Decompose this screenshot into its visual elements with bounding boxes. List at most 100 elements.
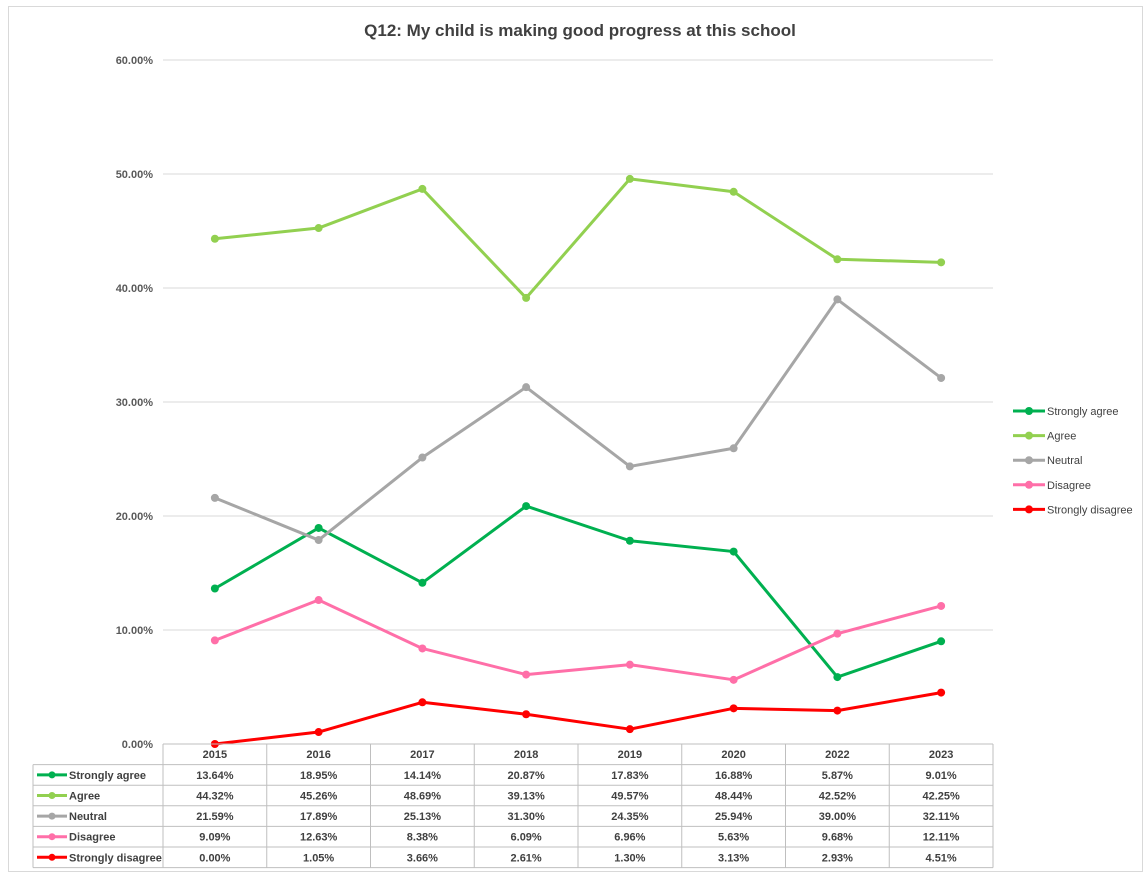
data-label: 1.30%	[614, 852, 645, 864]
data-label: 1.05%	[303, 852, 334, 864]
x-tick-label: 2016	[306, 749, 330, 761]
x-tick-label: 2015	[203, 749, 227, 761]
legend-marker-strongly-disagree	[1025, 505, 1033, 514]
series-line-strongly-disagree	[213, 691, 943, 746]
data-point-neutral	[937, 373, 946, 382]
data-label: 5.87%	[822, 770, 853, 782]
data-point-strongly-agree	[314, 523, 323, 532]
series-line-neutral	[213, 297, 943, 542]
x-tick-label: 2017	[410, 749, 434, 761]
x-tick-label: 2019	[618, 749, 642, 761]
y-tick-label: 10.00%	[116, 625, 154, 637]
legend-marker-agree	[1025, 431, 1033, 440]
data-point-strongly-disagree	[522, 710, 531, 719]
data-label: 17.83%	[611, 770, 649, 782]
data-label: 21.59%	[196, 811, 234, 823]
data-point-strongly-disagree	[625, 725, 634, 734]
legend-marker-strongly-agree	[1025, 407, 1033, 415]
data-point-strongly-agree	[833, 673, 842, 682]
data-label: 14.14%	[404, 770, 442, 782]
data-label: 20.87%	[507, 770, 545, 782]
table-key-marker-neutral	[48, 812, 56, 820]
data-point-disagree	[625, 660, 634, 669]
data-label: 6.09%	[511, 832, 542, 844]
data-point-neutral	[418, 453, 427, 462]
data-point-agree	[418, 184, 427, 193]
data-point-neutral	[522, 383, 531, 392]
y-tick-label: 40.00%	[116, 283, 154, 295]
data-label: 0.00%	[199, 852, 230, 864]
table-key-marker-agree	[48, 792, 56, 799]
table-row-label-neutral: Neutral	[69, 811, 107, 823]
data-label: 2.93%	[822, 852, 853, 864]
data-point-disagree	[937, 601, 946, 610]
data-point-agree	[625, 174, 634, 183]
data-point-strongly-agree	[418, 578, 427, 587]
data-label: 32.11%	[923, 811, 960, 823]
series-line-agree	[213, 177, 943, 300]
y-tick-label: 20.00%	[116, 511, 154, 523]
data-label: 48.44%	[715, 791, 753, 803]
data-point-strongly-agree	[210, 584, 219, 593]
data-label: 25.94%	[715, 811, 753, 823]
legend-label-strongly-disagree: Strongly disagree	[1047, 504, 1133, 516]
data-point-strongly-disagree	[729, 704, 738, 713]
table-row-label-disagree: Disagree	[69, 832, 115, 844]
data-point-disagree	[833, 629, 842, 638]
data-point-strongly-disagree	[314, 728, 323, 737]
data-label: 45.26%	[300, 791, 338, 803]
legend-label-agree: Agree	[1047, 431, 1076, 443]
data-label: 12.63%	[300, 832, 338, 844]
data-point-strongly-disagree	[418, 698, 427, 707]
table-key-marker-disagree	[48, 833, 56, 841]
data-point-neutral	[729, 444, 738, 453]
series-line-strongly-agree	[213, 504, 943, 679]
data-point-strongly-disagree	[833, 706, 842, 715]
data-label: 18.95%	[300, 770, 338, 782]
data-label: 8.38%	[407, 832, 438, 844]
series-lines	[210, 174, 946, 748]
data-point-agree	[314, 224, 323, 233]
data-point-neutral	[314, 536, 323, 545]
data-label: 39.00%	[819, 811, 857, 823]
data-label: 4.51%	[926, 852, 957, 864]
data-point-neutral	[625, 462, 634, 471]
data-label: 39.13%	[507, 791, 545, 803]
data-label: 48.69%	[404, 791, 442, 803]
data-label: 9.01%	[926, 770, 957, 782]
data-label: 31.30%	[507, 811, 545, 823]
data-label: 9.09%	[199, 832, 230, 844]
data-label: 24.35%	[611, 811, 649, 823]
data-point-neutral	[833, 295, 842, 304]
data-table: 2015 2016 2017 2018 2019 2020 2022 2023 Strongly…	[32, 743, 994, 869]
data-point-strongly-disagree	[937, 688, 946, 697]
legend-label-strongly-agree: Strongly agree	[1047, 406, 1119, 418]
chart-frame	[8, 6, 1143, 872]
legend-marker-neutral	[1025, 456, 1033, 465]
data-label: 16.88%	[715, 770, 753, 782]
data-label: 2.61%	[511, 852, 542, 864]
series-line-disagree	[213, 598, 943, 682]
y-axis-tick-labels: 0.00% 10.00% 20.00% 30.00% 40.00% 50.00% 60.00…	[116, 55, 154, 751]
table-row-label-agree: Agree	[69, 791, 100, 803]
data-point-disagree	[314, 596, 323, 605]
y-tick-label: 60.00%	[116, 55, 154, 67]
table-key-marker-strongly-agree	[48, 771, 56, 779]
data-point-disagree	[418, 644, 427, 653]
data-point-disagree	[522, 670, 531, 679]
data-point-disagree	[210, 636, 219, 645]
data-label: 42.25%	[922, 791, 960, 803]
x-tick-label: 2020	[721, 749, 745, 761]
legend-label-neutral: Neutral	[1047, 455, 1082, 467]
data-point-neutral	[210, 493, 219, 502]
data-label: 44.32%	[196, 791, 234, 803]
table-row-label-strongly-disagree: Strongly disagree	[69, 852, 162, 864]
chart-title: Q12: My child is making good progress at…	[364, 21, 796, 40]
x-tick-label: 2022	[825, 749, 849, 761]
legend-marker-disagree	[1025, 480, 1033, 489]
data-point-agree	[937, 258, 946, 267]
data-label: 9.68%	[822, 832, 853, 844]
x-tick-label: 2018	[514, 749, 538, 761]
y-tick-label: 50.00%	[116, 169, 154, 181]
